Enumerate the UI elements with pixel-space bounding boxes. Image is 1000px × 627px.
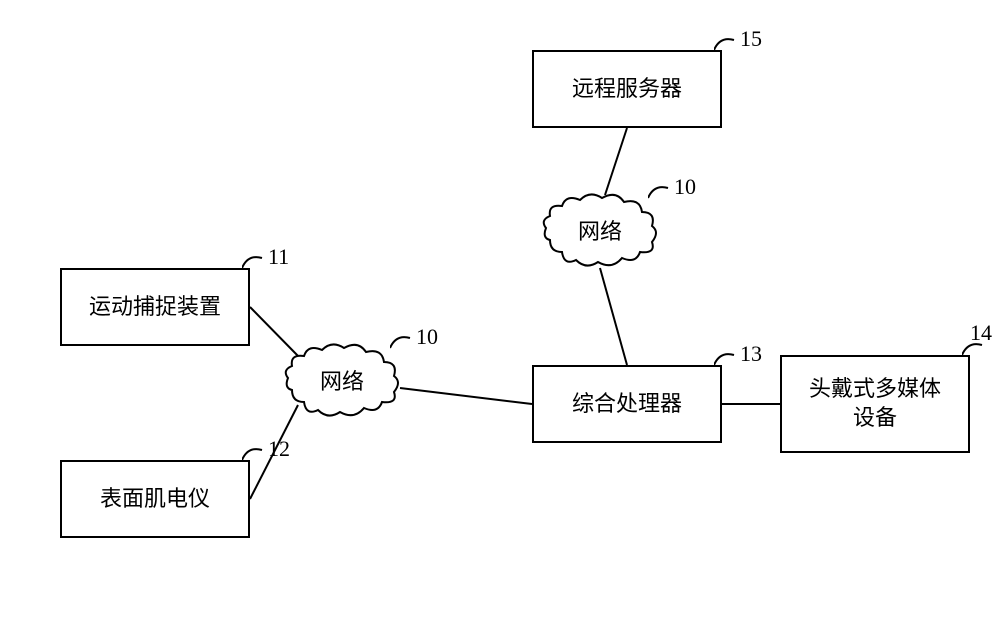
node-network-top: 网络 (540, 190, 660, 270)
tag-hook-network-top (648, 182, 670, 200)
node-label: 头戴式多媒体 设备 (809, 375, 941, 432)
tag-network-top: 10 (674, 174, 696, 200)
tag-emg: 12 (268, 436, 290, 462)
tag-hook-processor (714, 349, 736, 367)
node-label: 运动捕捉装置 (89, 293, 221, 322)
tag-hook-remote-server (714, 34, 736, 52)
node-remote-server: 远程服务器 (532, 50, 722, 128)
tag-hook-hmd (962, 339, 984, 357)
tag-motion-capture: 11 (268, 244, 289, 270)
tag-processor: 13 (740, 341, 762, 367)
tag-network-left: 10 (416, 324, 438, 350)
node-motion-capture: 运动捕捉装置 (60, 268, 250, 346)
node-emg: 表面肌电仪 (60, 460, 250, 538)
node-label: 远程服务器 (572, 75, 682, 104)
tag-hook-motion-capture (242, 252, 264, 270)
node-network-left: 网络 (282, 340, 402, 420)
node-label: 表面肌电仪 (100, 485, 210, 514)
node-hmd: 头戴式多媒体 设备 (780, 355, 970, 453)
node-label: 综合处理器 (572, 390, 682, 419)
node-label: 网络 (578, 214, 622, 246)
node-processor: 综合处理器 (532, 365, 722, 443)
tag-hook-emg (242, 444, 264, 462)
tag-hook-network-left (390, 332, 412, 350)
node-label: 网络 (320, 364, 364, 396)
diagram-canvas: 远程服务器 15 网络 10 运动捕捉装置 11 网络 10 表面肌电仪 12 (0, 0, 1000, 627)
tag-remote-server: 15 (740, 26, 762, 52)
